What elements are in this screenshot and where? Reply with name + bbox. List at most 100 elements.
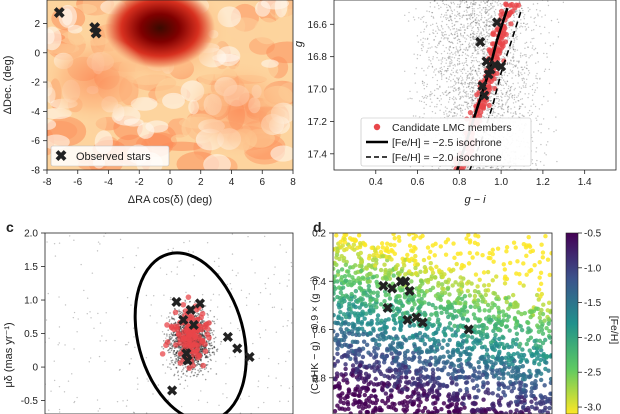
colorbar-tick-label: -1.5 — [584, 298, 602, 309]
panel-b-observed-stars: ✖✖✖✖✖✖✖✖✖ — [474, 15, 507, 104]
candidate-member-dot — [515, 2, 522, 8]
b-ytick-label: 16.8 — [308, 52, 328, 63]
b-ytick-label: 16.6 — [308, 20, 328, 31]
b-xtick-label: 1.2 — [536, 177, 550, 188]
candidate-member-dot — [483, 91, 489, 97]
candidate-member-dot — [503, 2, 510, 8]
observed-star-marker: ✖ — [489, 57, 501, 73]
b-xtick-label: 0.4 — [369, 177, 383, 188]
observed-star-marker: ✖ — [53, 5, 66, 22]
observed-star-marker: ✖ — [463, 322, 475, 338]
colorbar-label: [Fe/H] — [608, 316, 620, 345]
b-ytick-label: 17.2 — [308, 117, 328, 128]
candidate-member-dot — [467, 110, 474, 116]
isochrone-feh-2.0 — [469, 7, 523, 170]
observed-star-marker: ✖ — [382, 300, 394, 316]
c-ytick-label: 0.5 — [24, 329, 38, 340]
panel-c-observed-stars: ✖ ✖✖✖✖✖✖✖✖✖✖ — [166, 294, 255, 398]
candidate-member-dot — [200, 362, 207, 369]
observed-star-marker: ✖ — [180, 346, 192, 362]
a-xtick-label: -8 — [43, 177, 52, 188]
candidate-member-dot — [194, 336, 200, 342]
d-ytick-label: 0.4 — [312, 277, 326, 288]
candidate-member-dot — [180, 301, 187, 308]
candidate-member-dot — [163, 342, 169, 349]
panel-b-cmd: ✖✖✖✖✖✖✖✖✖ 0.4 0.6 0.8 1.0 1.2 1.416.616.817.0… — [293, 0, 617, 206]
panel-c-proper-motion: c ✖ ✖✖✖✖✖✖✖✖✖✖ 2.01.51.00.50-0.5 μδ (mas … — [3, 219, 294, 414]
candidate-member-dot — [497, 16, 504, 22]
candidate-member-dot — [482, 100, 488, 107]
a-xtick-label: 2 — [198, 177, 204, 188]
candidate-member-dot — [174, 324, 181, 331]
candidate-member-dot — [508, 21, 514, 27]
candidate-member-dot — [164, 322, 170, 328]
observed-star-marker: ✖ — [88, 20, 101, 37]
a-xtick-label: 0 — [167, 177, 173, 188]
panel-d-ylabel: (CaHK − g) − 0.9 × (g − i) — [309, 276, 321, 394]
observed-star-marker: ✖ — [485, 62, 497, 78]
legend-label-observed-stars: Observed stars — [76, 151, 151, 163]
selection-ellipse — [133, 251, 248, 414]
candidate-member-dot — [182, 308, 189, 314]
c-ytick-label: 1.5 — [24, 262, 38, 273]
observed-star-marker: ✖ — [410, 309, 422, 325]
a-xtick-label: -4 — [104, 177, 113, 188]
a-ytick-label: -2 — [31, 78, 40, 89]
candidate-member-dot — [187, 316, 194, 322]
candidate-member-dot — [187, 337, 193, 343]
c-ytick-label: 1.0 — [24, 296, 38, 307]
legend-label-iso-2.5: [Fe/H] = −2.5 isochrone — [392, 137, 502, 149]
a-ytick-label: -6 — [31, 136, 40, 147]
observed-star-marker: ✖ — [474, 34, 486, 50]
legend-marker-observed: ✖ — [55, 148, 68, 165]
candidate-member-dot — [198, 326, 205, 333]
panel-d-observed-stars: ✖✖✖✖✖✖✖✖✖ ✖ — [378, 273, 475, 337]
d-ytick-label: 0.6 — [312, 325, 326, 336]
panel-a-xlabel: ΔRA cos(δ) (deg) — [128, 194, 212, 206]
panel-label-c: c — [6, 219, 14, 235]
candidate-member-dot — [194, 346, 201, 353]
observed-star-marker: ✖ — [399, 273, 411, 289]
candidate-member-dot — [191, 351, 198, 357]
candidate-member-dot — [509, 8, 516, 15]
candidate-member-dot — [498, 12, 504, 18]
colorbar-tick-label: -0.5 — [584, 229, 602, 240]
observed-star-marker: ✖ — [194, 295, 206, 311]
candidate-member-dot — [496, 40, 503, 46]
a-xtick-label: 4 — [229, 177, 235, 188]
a-ytick-label: 0 — [34, 48, 40, 59]
c-ytick-label: 2.0 — [24, 229, 38, 240]
candidate-member-dot — [486, 102, 492, 109]
candidate-member-dot — [177, 336, 183, 342]
a-xtick-label: -2 — [135, 177, 144, 188]
panel-b-ylabel: g — [293, 40, 305, 47]
panel-label-d: d — [313, 219, 322, 235]
candidate-member-dot — [202, 348, 209, 355]
candidate-member-dot — [188, 358, 195, 365]
candidate-member-dot — [172, 309, 179, 316]
a-xtick-label: 6 — [259, 177, 265, 188]
a-xtick-label: -6 — [73, 177, 82, 188]
b-xtick-label: 1.0 — [494, 177, 508, 188]
candidate-member-dot — [181, 317, 187, 324]
c-ytick-label: -0.5 — [21, 396, 39, 407]
observed-star-marker: ✖ — [166, 383, 178, 399]
b-ytick-label: 17.4 — [308, 149, 328, 160]
d-ytick-label: 0.2 — [312, 229, 326, 240]
observed-star-marker: ✖ — [404, 283, 416, 299]
observed-star-marker: ✖ — [417, 314, 429, 330]
panel-b-xlabel: g − i — [464, 194, 486, 206]
panel-c-ylabel: μδ (mas yr⁻¹) — [3, 322, 15, 387]
observed-star-marker: ✖ — [185, 302, 197, 318]
candidate-member-dot — [206, 334, 212, 341]
candidate-member-dot — [491, 31, 497, 38]
a-ytick-label: 2 — [34, 19, 40, 30]
observed-star-marker: ✖ — [483, 66, 495, 82]
observed-star-marker: ✖ — [479, 88, 491, 104]
b-xtick-label: 0.8 — [452, 177, 466, 188]
candidate-member-dot — [159, 351, 166, 357]
legend-label-iso-2.0: [Fe/H] = −2.0 isochrone — [392, 152, 502, 164]
candidate-member-dot — [184, 354, 190, 361]
candidate-member-dot — [489, 41, 496, 47]
